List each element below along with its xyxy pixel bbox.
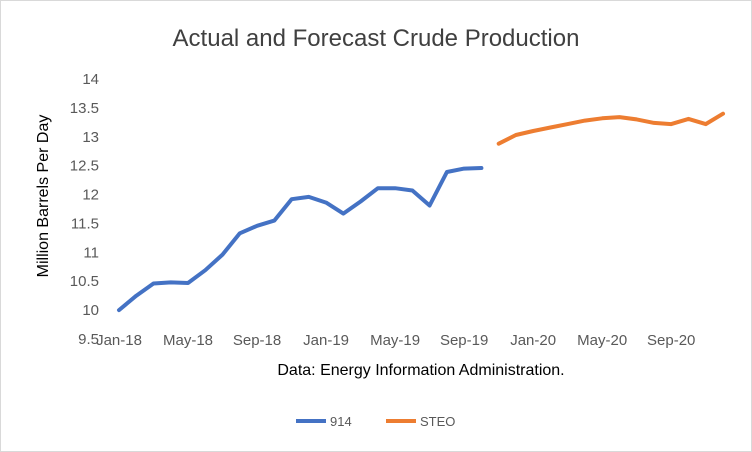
x-axis-label: Data: Energy Information Administration. xyxy=(277,362,564,379)
legend: 914 STEO xyxy=(296,414,455,429)
x-tick-label: Sep-19 xyxy=(440,332,488,349)
y-tick-label: 10 xyxy=(82,302,99,319)
series-line-steo xyxy=(496,111,725,146)
legend-label-steo: STEO xyxy=(420,414,455,429)
y-axis-ticks: 9.5 10 10.5 11 11.5 12 12.5 13 13.5 14 xyxy=(70,71,99,348)
y-tick-label: 13 xyxy=(82,129,99,146)
x-tick-label: Sep-18 xyxy=(233,332,281,349)
x-tick-label: Jan-19 xyxy=(303,332,349,349)
series-layer xyxy=(117,111,725,313)
y-tick-label: 11.5 xyxy=(71,215,99,232)
y-tick-label: 12.5 xyxy=(70,158,99,175)
x-tick-label: Jan-20 xyxy=(510,332,556,349)
x-tick-label: May-20 xyxy=(577,332,627,349)
y-tick-label: 9.5 xyxy=(78,331,99,348)
y-tick-label: 10.5 xyxy=(70,273,99,290)
y-tick-label: 13.5 xyxy=(70,100,99,117)
chart-title: Actual and Forecast Crude Production xyxy=(173,25,580,52)
y-tick-label: 11 xyxy=(83,244,99,261)
x-tick-label: Sep-20 xyxy=(647,332,695,349)
x-tick-label: Jan-18 xyxy=(96,332,142,349)
y-tick-label: 14 xyxy=(82,71,99,88)
series-line-914 xyxy=(117,166,484,313)
x-tick-label: May-19 xyxy=(370,332,420,349)
y-tick-label: 12 xyxy=(82,187,99,204)
y-axis-label: Million Barrels Per Day xyxy=(35,115,52,278)
legend-label-914: 914 xyxy=(330,414,352,429)
x-tick-label: May-18 xyxy=(163,332,213,349)
x-axis-ticks: Jan-18 May-18 Sep-18 Jan-19 May-19 Sep-19 Jan-… xyxy=(96,332,695,349)
